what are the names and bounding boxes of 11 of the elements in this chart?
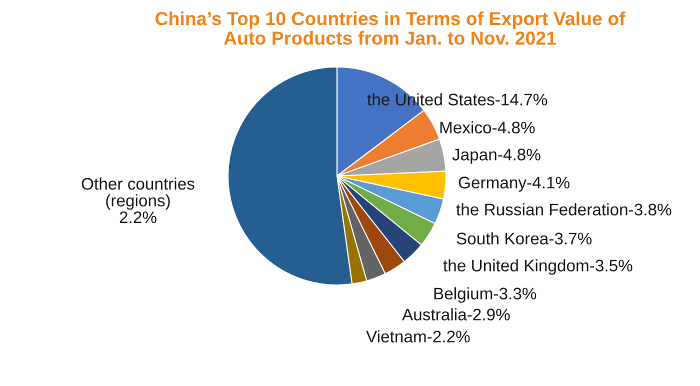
slice-label: Japan-4.8% [452, 148, 540, 164]
slice-label: Australia-2.9% [402, 308, 510, 320]
slice-label: Mexico-4.8% [440, 121, 535, 134]
slice-label: Germany-4.1% [458, 176, 570, 192]
slice-label: Other countries (regions) 2.2% [82, 177, 194, 224]
slice-label: the United Kingdom-3.5% [443, 259, 632, 275]
slice-label: Vietnam-2.2% [366, 330, 470, 342]
chart-title: China’s Top 10 Countries in Terms of Export Value of Auto Products from Jan. to Nov. 2021 [156, 12, 626, 45]
slice-label: South Korea-3.7% [456, 232, 592, 244]
slice-label: Belgium-3.3% [434, 287, 536, 303]
slice-label: the Russian Federation-3.8% [456, 203, 672, 216]
